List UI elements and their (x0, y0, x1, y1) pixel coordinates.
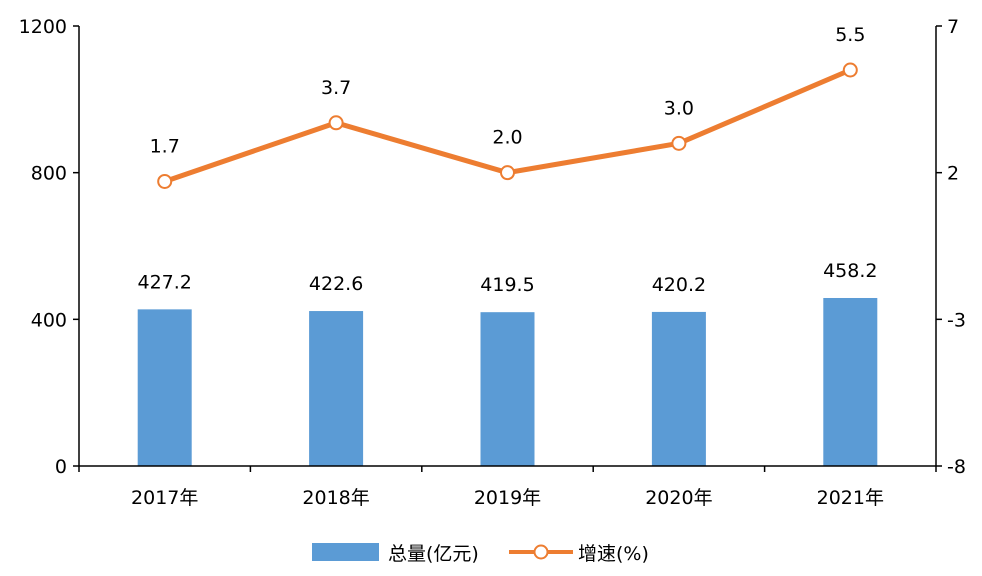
bars-layer (137, 297, 878, 466)
right-tick-label: 7 (947, 16, 959, 38)
growth-point-2018年 (328, 115, 344, 131)
right-y-ticks: -8 -3 2 7 (936, 16, 966, 478)
bar-value-label: 427.2 (137, 271, 191, 293)
right-tick-label: 2 (947, 163, 959, 185)
left-tick-label: 0 (55, 456, 67, 478)
growth-point-2019年 (500, 165, 515, 181)
right-tick-label: -8 (947, 456, 966, 478)
bar-value-label: 458.2 (823, 260, 877, 282)
bar-2017年 (137, 309, 192, 466)
growth-value-label: 2.0 (492, 127, 522, 149)
legend-swatch-marker (533, 544, 549, 560)
legend-swatch-bar (312, 543, 379, 561)
legend-label-line: 增速(%) (578, 543, 649, 565)
growth-point-2020年 (671, 135, 687, 151)
bar-value-label: 422.6 (309, 273, 363, 295)
axes-layer (78, 26, 937, 467)
growth-value-label: 5.5 (835, 24, 865, 46)
x-tick-label: 2017年 (131, 487, 198, 509)
bar-value-label: 420.2 (652, 274, 706, 296)
legend: 总量(亿元) 增速(%) (312, 543, 649, 565)
bar-2020年 (651, 311, 706, 466)
growth-point-2017年 (157, 173, 173, 189)
bar-value-label: 419.5 (480, 274, 534, 296)
left-y-ticks: 0 400 800 1200 (19, 16, 79, 478)
x-ticks: 2017年 2018年 2019年 2020年 2021年 (78, 466, 937, 509)
line-layer: 1.7 3.7 2.0 3.0 5.5 (150, 24, 865, 189)
left-tick-label: 1200 (19, 16, 67, 38)
x-tick-label: 2018年 (302, 487, 369, 509)
right-tick-label: -3 (947, 309, 966, 331)
bar-2018年 (309, 311, 364, 466)
bar-2021年 (823, 297, 878, 466)
left-tick-label: 800 (31, 163, 67, 185)
x-tick-label: 2019年 (474, 487, 541, 509)
left-tick-label: 400 (31, 309, 67, 331)
x-tick-label: 2021年 (817, 487, 884, 509)
growth-value-label: 1.7 (150, 135, 180, 157)
growth-value-label: 3.0 (664, 97, 694, 119)
bar-labels-layer: 427.2 422.6 419.5 420.2 458.2 (137, 260, 877, 296)
legend-label-bar: 总量(亿元) (388, 543, 479, 565)
growth-value-label: 3.7 (321, 77, 351, 99)
growth-point-2021年 (842, 62, 858, 78)
bar-2019年 (480, 312, 535, 466)
x-tick-label: 2020年 (645, 487, 712, 509)
